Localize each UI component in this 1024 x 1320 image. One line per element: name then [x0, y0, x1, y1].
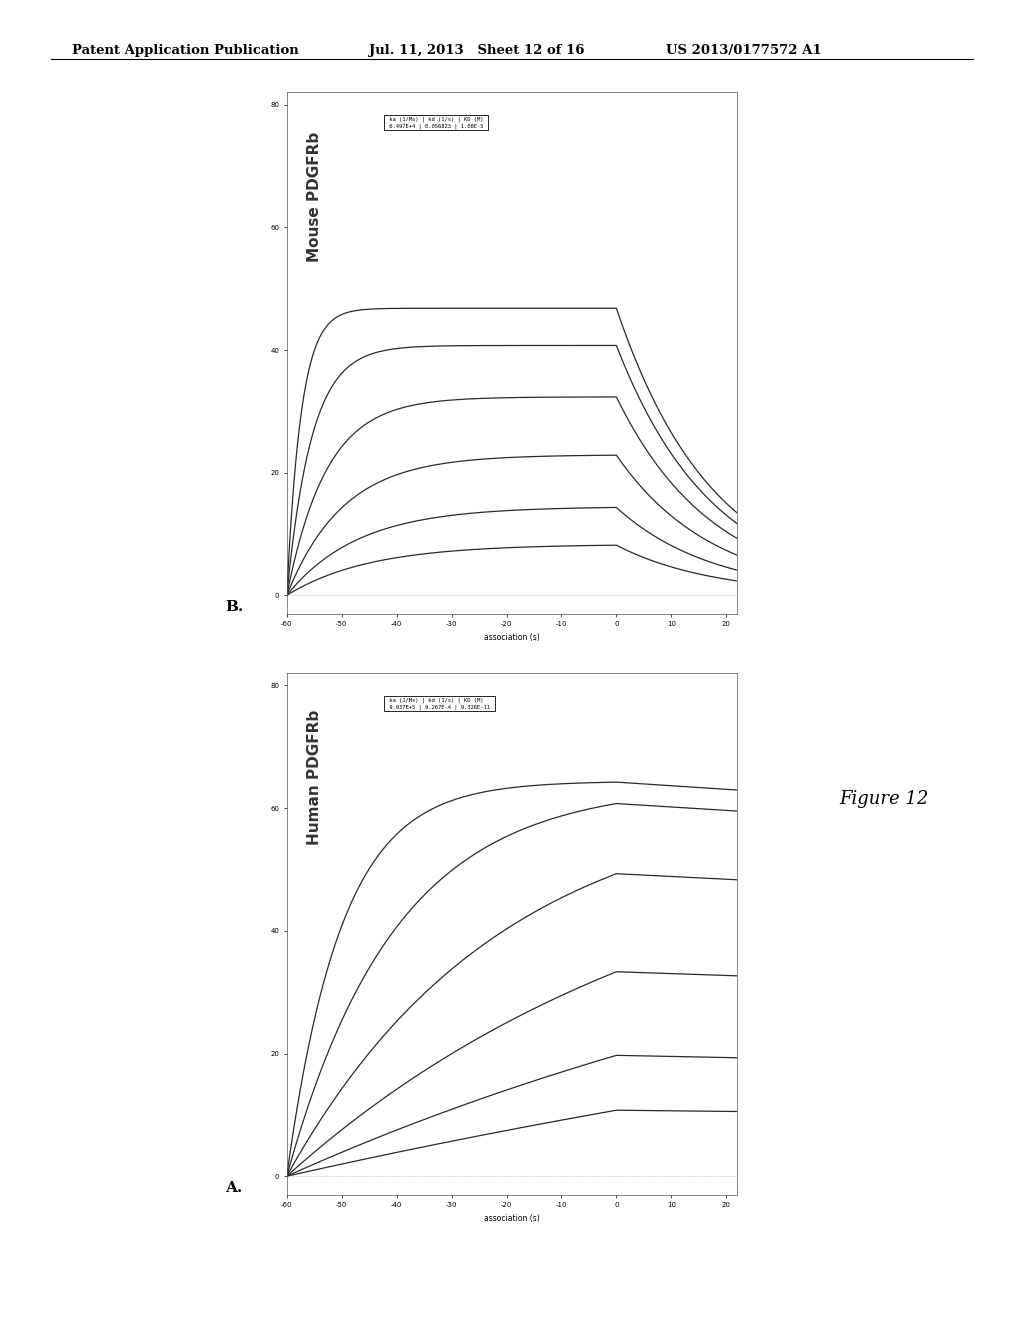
- Text: ka (1/Ms) | kd (1/s) | KD (M) 
 6.497E+4 | 0.056823 | 1.08E-5: ka (1/Ms) | kd (1/s) | KD (M) 6.497E+4 |…: [386, 117, 486, 129]
- Text: Patent Application Publication: Patent Application Publication: [72, 44, 298, 57]
- X-axis label: association (s): association (s): [484, 634, 540, 642]
- Text: Jul. 11, 2013   Sheet 12 of 16: Jul. 11, 2013 Sheet 12 of 16: [369, 44, 584, 57]
- Text: US 2013/0177572 A1: US 2013/0177572 A1: [666, 44, 821, 57]
- Text: B.: B.: [225, 599, 244, 614]
- Text: Human PDGFRb: Human PDGFRb: [307, 710, 322, 845]
- Text: ka (1/Ms) | kd (1/s) | KD (M) 
 9.937E+5 | 9.267E-4 | 9.326E-11: ka (1/Ms) | kd (1/s) | KD (M) 9.937E+5 |…: [386, 698, 493, 710]
- Text: Figure 12: Figure 12: [840, 789, 929, 808]
- X-axis label: association (s): association (s): [484, 1214, 540, 1222]
- Text: Mouse PDGFRb: Mouse PDGFRb: [307, 132, 322, 261]
- Text: A.: A.: [225, 1180, 243, 1195]
